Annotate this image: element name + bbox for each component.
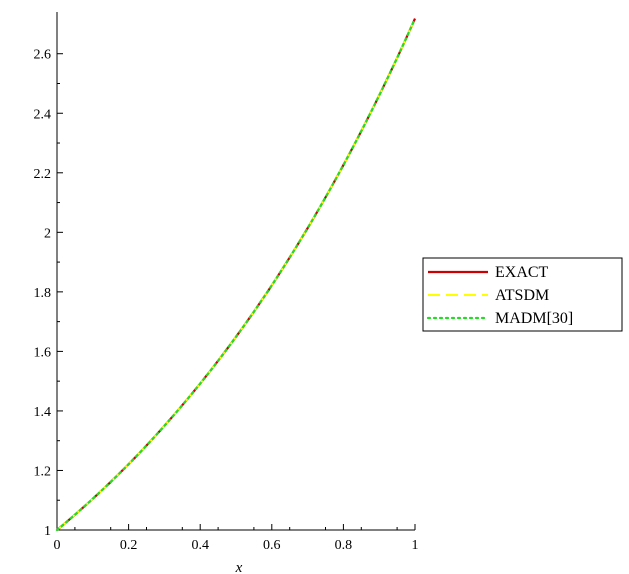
y-tick-label: 1: [44, 524, 51, 539]
x-tick-label: 0.4: [191, 538, 209, 553]
y-tick-label: 1.8: [34, 286, 52, 301]
legend-label: ATSDM: [495, 287, 549, 304]
y-tick-label: 2: [44, 226, 51, 241]
axes: [56, 12, 415, 531]
x-tick-label: 0: [54, 538, 61, 553]
y-tick-label: 1.4: [34, 405, 52, 420]
series-lines: [55, 17, 417, 532]
y-tick-label: 1.6: [34, 345, 52, 360]
y-tick-label: 2.4: [34, 107, 52, 122]
legend-label: EXACT: [495, 264, 549, 281]
x-axis-label: x: [235, 560, 243, 574]
y-tick-label: 2.6: [34, 48, 52, 63]
x-tick-label: 0.8: [335, 538, 353, 553]
y-tick-label: 1.2: [34, 464, 52, 479]
series-line-atsdm: [56, 18, 416, 531]
legend: EXACT ATSDM MADM[30]: [422, 257, 623, 332]
x-tick-label: 1: [412, 538, 419, 553]
series-line-exact: [56, 18, 417, 531]
legend-label: MADM[30]: [495, 310, 573, 327]
x-tick-label: 0.2: [120, 538, 138, 553]
ticks: 0 0.2 0.4 0.6 0.8 1 1 1.2 1.4 1.6 1.8 2 2.2 2.4 2.6: [34, 48, 419, 553]
y-tick-label: 2.2: [34, 167, 52, 182]
x-tick-label: 0.6: [263, 538, 281, 553]
series-line-madm-30: [55, 17, 417, 532]
